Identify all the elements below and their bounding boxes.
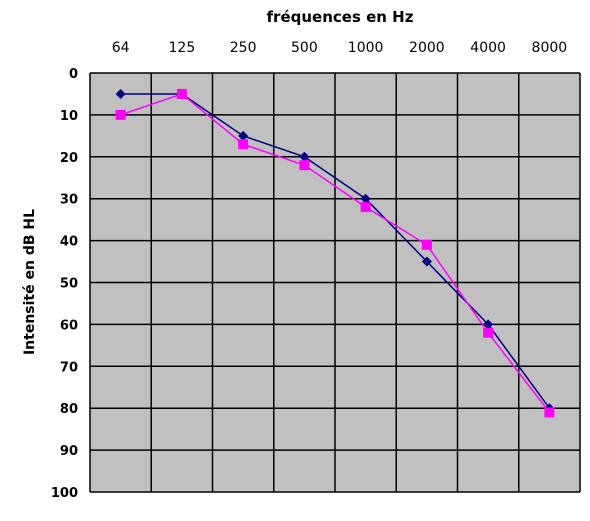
- y-tick-label: 50: [60, 277, 78, 292]
- y-tick-label: 20: [60, 151, 78, 166]
- y-tick-label: 10: [60, 109, 78, 124]
- series-line: [120, 93, 550, 413]
- x-tick-label: 250: [230, 40, 257, 56]
- y-tick-labels: 0 10 20 30 40 50 60 70 80 90 100: [51, 67, 78, 501]
- y-tick-label: 80: [60, 402, 78, 417]
- data-point: [544, 407, 555, 418]
- data-point: [360, 193, 371, 204]
- data-point: [360, 202, 371, 213]
- x-tick-label: 2000: [409, 40, 445, 56]
- y-tick-label: 70: [60, 360, 78, 375]
- data-point: [421, 256, 432, 267]
- y-tick-label: 90: [60, 444, 78, 459]
- data-point: [299, 151, 310, 162]
- series-layer: [115, 88, 555, 418]
- x-tick-label: 125: [169, 40, 196, 56]
- data-point: [483, 319, 494, 330]
- data-point: [176, 88, 187, 99]
- data-point: [483, 327, 494, 338]
- x-tick-label: 500: [291, 40, 318, 56]
- y-tick-label: 40: [60, 235, 78, 250]
- y-tick-label: 60: [60, 318, 78, 333]
- x-tick-label: 1000: [348, 40, 384, 56]
- y-axis-label: Intensité en dB HL: [22, 209, 38, 355]
- plot-area: [89, 72, 581, 493]
- x-tick-labels: 64 125 250 500 1000 2000 4000 8000: [112, 40, 567, 56]
- y-tick-label: 0: [69, 67, 78, 82]
- x-tick-label: 8000: [532, 40, 568, 56]
- data-point: [115, 109, 126, 120]
- y-tick-label: 30: [60, 193, 78, 208]
- x-tick-label: 4000: [470, 40, 506, 56]
- series-line: [120, 93, 550, 409]
- data-point: [115, 88, 126, 99]
- chart-title: fréquences en Hz: [267, 8, 414, 26]
- x-tick-label: 64: [112, 40, 130, 56]
- data-point: [238, 130, 249, 141]
- data-point: [421, 239, 432, 250]
- data-point: [238, 139, 249, 150]
- y-tick-label: 100: [51, 486, 78, 501]
- data-point: [299, 160, 310, 171]
